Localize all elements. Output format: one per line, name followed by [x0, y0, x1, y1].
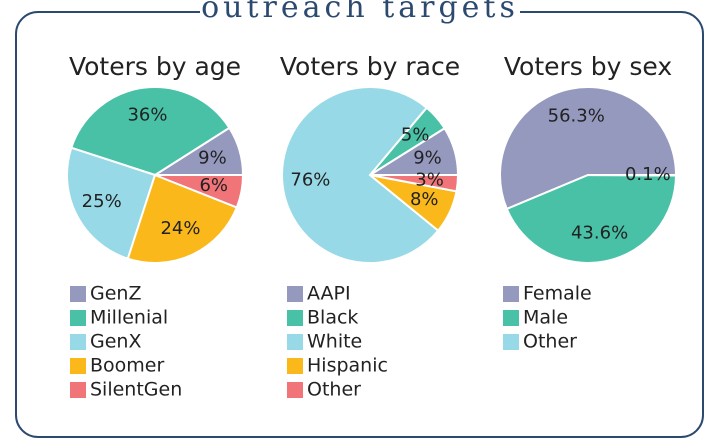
value-label: 9%	[413, 147, 442, 168]
value-label: 24%	[160, 218, 200, 239]
chart-title: Voters by sex	[504, 52, 672, 81]
pie-slice	[369, 174, 460, 193]
legend-label: GenX	[90, 331, 141, 353]
value-label: 25%	[82, 191, 122, 212]
legend-swatch	[70, 286, 86, 302]
legend-swatch	[503, 286, 519, 302]
value-label: 43.6%	[571, 223, 628, 244]
legend-swatch	[70, 310, 86, 326]
legend-label: Black	[307, 307, 358, 329]
legend-swatch	[503, 334, 519, 350]
value-label: 0.1%	[625, 164, 671, 185]
legend-swatch	[287, 382, 303, 398]
value-label: 8%	[410, 189, 439, 210]
legend-swatch	[287, 358, 303, 374]
value-label: 6%	[199, 175, 228, 196]
pie-slice	[281, 86, 440, 264]
header-title: outreach targets	[201, 0, 519, 25]
legend-label: SilentGen	[90, 379, 182, 401]
pie-slice	[70, 86, 231, 177]
value-label: 76%	[290, 170, 330, 191]
legend-label: Female	[523, 283, 592, 305]
legend-swatch	[287, 286, 303, 302]
value-label: 56.3%	[548, 105, 605, 126]
value-label: 36%	[127, 105, 167, 126]
chart-title: Voters by age	[69, 52, 241, 81]
legend-label: Male	[523, 307, 568, 329]
legend-label: White	[307, 331, 362, 353]
legend-label: Boomer	[90, 355, 164, 377]
legend-label: Other	[307, 379, 361, 401]
legend-label: Millenial	[90, 307, 168, 329]
legend-swatch	[503, 310, 519, 326]
pie-slice	[499, 86, 678, 211]
legend-swatch	[70, 382, 86, 398]
value-label: 5%	[401, 125, 430, 146]
legend-label: AAPI	[307, 283, 351, 305]
legend-label: Hispanic	[307, 355, 388, 377]
pie-slice	[587, 174, 678, 177]
legend-swatch	[287, 334, 303, 350]
pie-slice	[154, 174, 245, 209]
legend-label: Other	[523, 331, 577, 353]
value-label: 9%	[198, 147, 227, 168]
value-label: 3%	[415, 170, 444, 191]
legend-label: GenZ	[90, 283, 141, 305]
legend-swatch	[70, 334, 86, 350]
chart-title: Voters by race	[280, 52, 460, 81]
pie-slice	[66, 146, 157, 260]
legend-swatch	[70, 358, 86, 374]
header-bg	[200, 0, 520, 24]
legend-swatch	[287, 310, 303, 326]
pie-slice	[505, 173, 678, 264]
